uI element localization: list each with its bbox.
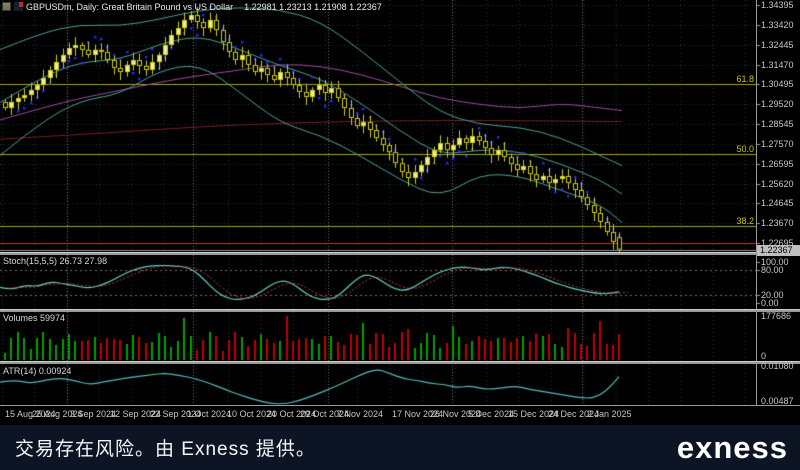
panel-separator-main-stoch[interactable] xyxy=(0,252,800,255)
time-axis-label: 15 Aug 2024 xyxy=(5,409,56,419)
atr-axis-label: 0.01080 xyxy=(761,361,794,371)
symbol-title: GBPUSDm, Daily: Great Britain Pound vs U… xyxy=(26,1,234,12)
time-axis-label: 3 Sep 2024 xyxy=(70,409,117,419)
time-axis-label: 12 Sep 2024 xyxy=(110,409,162,419)
time-axis-label: 26 Nov 2024 xyxy=(430,409,482,419)
time-axis-label: 29 Oct 2024 xyxy=(300,409,350,419)
time-axis-label: 1 Oct 2024 xyxy=(187,409,232,419)
ohlc-values: 1.22981 1.23213 1.21908 1.22367 xyxy=(244,1,382,12)
stochastic-label: Stoch(15,5,5) 26.73 27.98 xyxy=(3,256,108,266)
price-axis-label: 1.30495 xyxy=(761,79,794,89)
time-axis-label: 17 Nov 2024 xyxy=(392,409,444,419)
price-axis-label: 1.23670 xyxy=(761,218,794,228)
price-axis-label: 1.34395 xyxy=(761,0,794,10)
volume-axis-label: 0 xyxy=(761,351,767,361)
chart-grid-icon xyxy=(2,2,11,11)
stoch-axis-label: 100.00 xyxy=(761,257,789,267)
chart-title-bar: GBPUSDm, Daily: Great Britain Pound vs U… xyxy=(2,1,382,12)
stoch-axis-label: 80.00 xyxy=(761,265,784,275)
time-axis-label: 22 Sep 2024 xyxy=(150,409,202,419)
time-axis-border xyxy=(0,405,800,406)
time-axis-label: 5 Dec 2024 xyxy=(468,409,515,419)
price-axis-label: 1.27570 xyxy=(761,139,794,149)
price-axis[interactable]: 1.34395 1.33420 1.32445 1.31470 1.30495 1.295… xyxy=(756,0,800,406)
price-axis-label: 1.26595 xyxy=(761,159,794,169)
price-axis-label: 1.24645 xyxy=(761,198,794,208)
time-axis-label: 2 Jan 2025 xyxy=(587,409,632,419)
price-axis-label: 1.22695 xyxy=(761,238,794,248)
price-axis-label: 1.33420 xyxy=(761,20,794,30)
exness-banner: 交易存在风险。由 Exness 提供。 exness xyxy=(0,425,800,470)
price-axis-label: 1.32445 xyxy=(761,40,794,50)
current-price-box: 1.22367 xyxy=(757,245,800,256)
time-axis-label: 24 Dec 2024 xyxy=(548,409,600,419)
price-axis-label: 1.25620 xyxy=(761,179,794,189)
atr-axis-label: 0.00487 xyxy=(761,396,794,406)
price-axis-label: 1.31470 xyxy=(761,60,794,70)
volume-axis-label: 177686 xyxy=(761,311,792,321)
volumes-label: Volumes 59974 xyxy=(3,313,66,323)
time-axis[interactable]: 15 Aug 2024 25 Aug 2024 3 Sep 2024 12 Sep 2… xyxy=(0,406,756,425)
fib-level-label: 61.8 xyxy=(736,74,754,84)
time-axis-label: 10 Oct 2024 xyxy=(227,409,277,419)
stoch-axis-label: 0.00 xyxy=(761,298,779,308)
atr-label: ATR(14) 0.00924 xyxy=(3,366,72,376)
time-axis-label: 15 Dec 2024 xyxy=(508,409,560,419)
time-axis-label: 25 Aug 2024 xyxy=(32,409,83,419)
price-chart-canvas[interactable] xyxy=(0,0,800,425)
time-axis-label: 7 Nov 2024 xyxy=(337,409,384,419)
panel-separator-stoch-volumes[interactable] xyxy=(0,309,800,312)
price-axis-label: 1.29520 xyxy=(761,99,794,109)
time-axis-label: 20 Oct 2024 xyxy=(267,409,317,419)
metatrader-icon xyxy=(14,2,23,11)
exness-logo: exness xyxy=(676,429,788,465)
risk-disclaimer-text: 交易存在风险。由 Exness 提供。 xyxy=(15,439,316,460)
price-axis-label: 1.28545 xyxy=(761,119,794,129)
stoch-axis-label: 20.00 xyxy=(761,290,784,300)
fib-level-label: 50.0 xyxy=(736,144,754,154)
fib-level-label: 38.2 xyxy=(736,216,754,226)
panel-separator-volumes-atr[interactable] xyxy=(0,361,800,364)
